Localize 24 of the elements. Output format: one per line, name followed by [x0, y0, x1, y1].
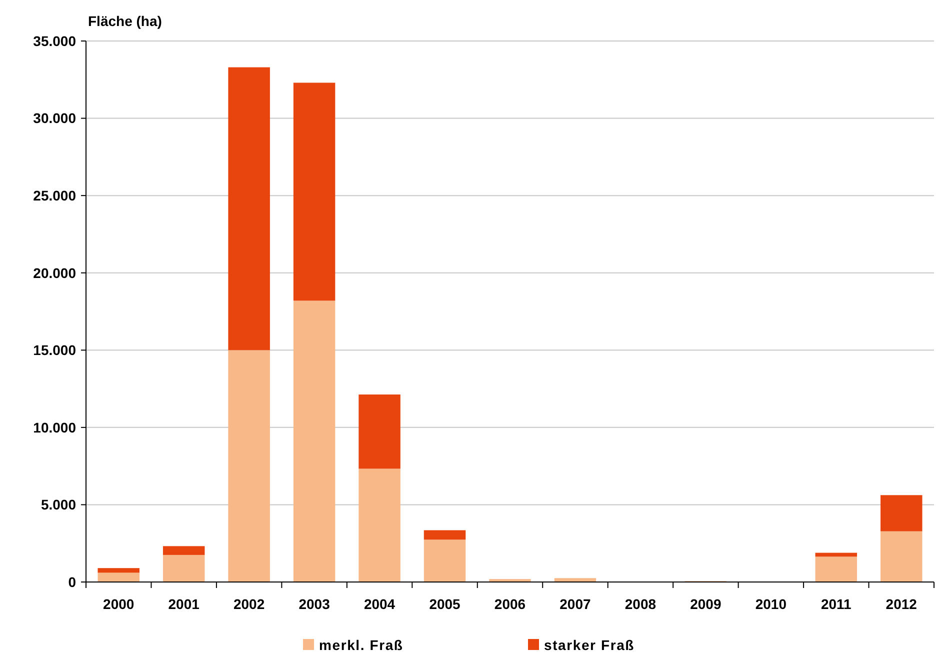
x-tick-label: 2005: [429, 596, 461, 612]
x-tick-label: 2008: [624, 596, 656, 612]
legend-label: merkl. Fraß: [319, 637, 404, 653]
y-tick-label: 35.000: [33, 32, 76, 49]
x-tick-label: 2010: [755, 596, 787, 612]
legend-label: starker Fraß: [544, 637, 635, 653]
x-tick-label: 2009: [690, 596, 722, 612]
x-tick-label: 2004: [364, 596, 396, 612]
y-axis-title: Fläche (ha): [88, 13, 162, 29]
x-tick-label: 2000: [103, 596, 134, 612]
y-tick-label: 5.000: [40, 496, 76, 513]
x-tick-label: 2006: [494, 596, 526, 612]
x-tick-label: 2011: [820, 596, 852, 612]
y-tick-label: 20.000: [33, 264, 76, 281]
y-tick-label: 0: [68, 574, 76, 590]
x-tick-label: 2001: [168, 596, 200, 612]
y-tick-label: 30.000: [33, 110, 76, 126]
x-tick-label: 2003: [298, 596, 330, 612]
x-tick-label: 2007: [560, 596, 592, 612]
x-tick-label: 2002: [234, 596, 265, 612]
y-tick-label: 10.000: [33, 419, 76, 436]
y-tick-label: 25.000: [33, 187, 76, 204]
x-tick-label: 2012: [886, 596, 918, 612]
y-tick-label: 15.000: [33, 342, 76, 358]
